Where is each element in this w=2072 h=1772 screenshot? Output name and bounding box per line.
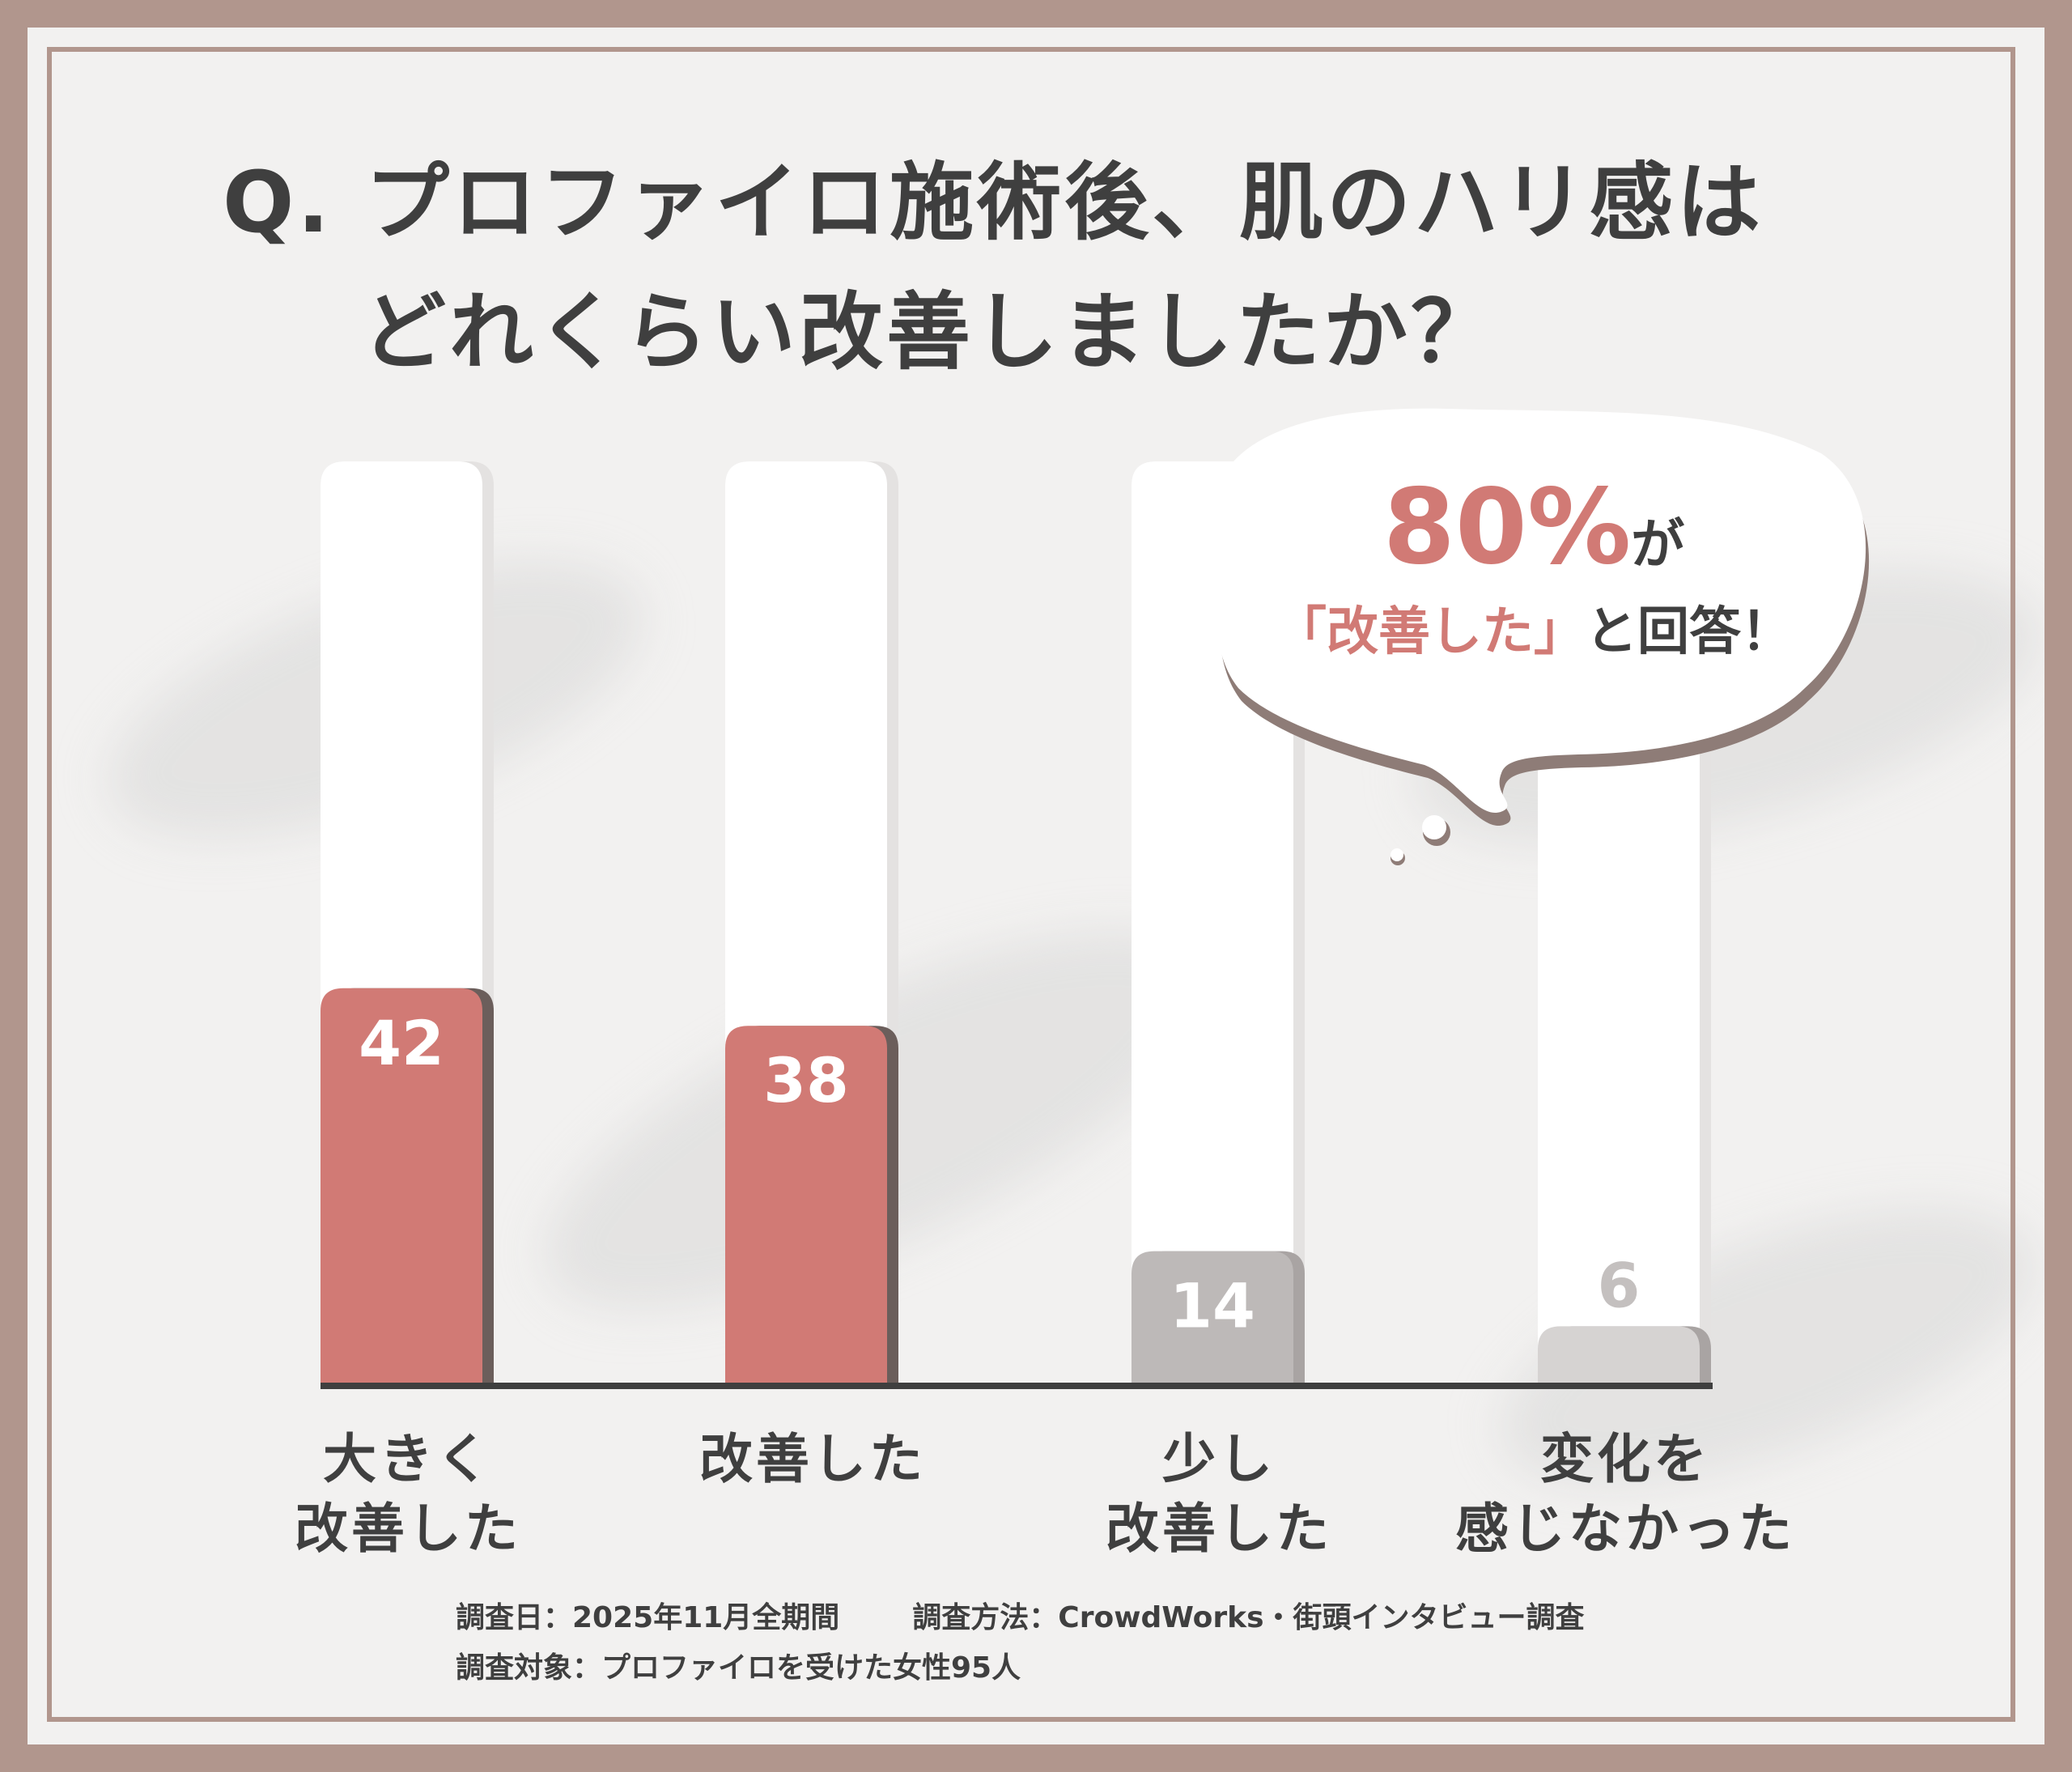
callout-bubble: 80%が 「改善した」と回答！	[1212, 408, 1870, 865]
bar	[725, 1026, 887, 1383]
survey-method: 調査方法：CrowdWorks・街頭インタビュー調査	[912, 1601, 1585, 1634]
callout-suffix: が	[1631, 513, 1684, 576]
callout-dot	[1422, 815, 1446, 839]
footnote-row-1: 調査日：2025年11月全期間 調査方法：CrowdWorks・街頭インタビュー調…	[456, 1593, 1585, 1643]
category-label: 変化を	[1540, 1428, 1710, 1490]
category-label: 改善した	[1106, 1498, 1332, 1560]
bar-value-label: 6	[1598, 1249, 1641, 1321]
category-label: 改善した	[295, 1498, 521, 1560]
bar	[1538, 1326, 1700, 1383]
bar-value-label: 38	[763, 1044, 849, 1116]
survey-date: 調査日：2025年11月全期間	[456, 1601, 840, 1634]
chart-title: Q. プロファイロ施術後、肌のハリ感は どれくらい改善しましたか？	[223, 138, 1922, 397]
bars: 42 38 14 6	[321, 988, 1711, 1383]
callout-quote: 「改善した」	[1275, 602, 1586, 662]
category-label: 少し	[1162, 1428, 1276, 1490]
footnote-row-2: 調査対象：プロファイロを受けた女性95人	[456, 1643, 1585, 1693]
callout-text-line2: 「改善した」と回答！	[1275, 602, 1793, 662]
category-label: 改善した	[699, 1428, 926, 1490]
survey-footnote: 調査日：2025年11月全期間 調査方法：CrowdWorks・街頭インタビュー調…	[456, 1593, 1585, 1693]
bar	[321, 988, 482, 1383]
callout-percent: 80%	[1383, 467, 1631, 588]
category-label: 感じなかった	[1455, 1498, 1795, 1560]
title-line-1: Q. プロファイロ施術後、肌のハリ感は	[223, 153, 1764, 252]
callout-tail: と回答！	[1586, 602, 1793, 662]
callout-dot	[1391, 848, 1403, 861]
callout-bubble-body	[1212, 408, 1866, 814]
category-label: 大きく	[323, 1428, 493, 1490]
callout-text: 80%が	[1383, 467, 1684, 588]
bar-value-label: 14	[1170, 1270, 1255, 1342]
title-line-2: どれくらい改善しましたか？	[362, 283, 1499, 381]
bar	[1132, 1251, 1293, 1383]
bar-value-label: 42	[359, 1007, 444, 1079]
survey-target: 調査対象：プロファイロを受けた女性95人	[456, 1651, 1021, 1685]
